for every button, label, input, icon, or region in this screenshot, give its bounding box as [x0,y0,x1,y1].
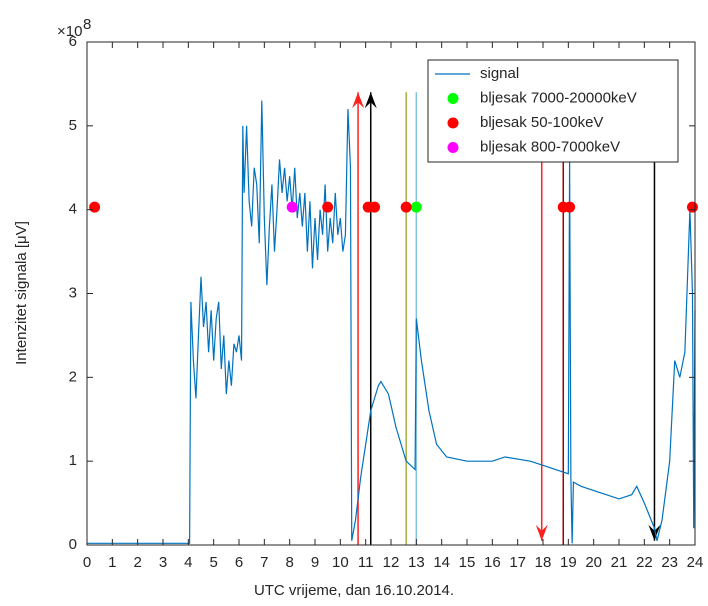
y-exponent: 8 [83,16,91,33]
flash-marker [286,201,298,213]
x-tick-label: 14 [433,554,450,571]
x-tick-label: 19 [560,554,577,571]
arrow-head [535,524,548,541]
x-tick-label: 23 [661,554,678,571]
x-tick-label: 10 [332,554,349,571]
flash-marker [410,201,422,213]
x-tick-label: 2 [133,554,141,571]
y-tick-label: 0 [69,536,77,553]
x-tick-label: 4 [184,554,192,571]
arrow-head [364,92,377,109]
x-tick-label: 18 [535,554,552,571]
flash-marker [400,201,412,213]
y-tick-label: 6 [69,33,77,50]
x-tick-label: 17 [509,554,526,571]
x-tick-label: 21 [611,554,628,571]
flash-marker [686,201,698,213]
x-tick-label: 12 [383,554,400,571]
legend-marker [447,93,459,104]
x-tick-label: 24 [687,554,704,571]
signal-line [87,100,696,544]
arrow-head [648,524,661,541]
flash-marker [369,201,381,213]
flash-marker [89,201,101,213]
legend: signal bljesak 7000-20000keV bljesak 50-10… [427,59,679,163]
legend-label: bljesak 7000-20000keV [480,89,637,106]
flash-marker [322,201,334,213]
legend-label: bljesak 50-100keV [480,114,603,131]
y-tick-label: 5 [69,117,77,134]
legend-label: signal [480,65,519,82]
y-tick-label: 4 [69,201,77,218]
y-tick-label: 1 [69,452,77,469]
legend-label: bljesak 800-7000keV [480,138,620,155]
x-axis-label: UTC vrijeme, dan 16.10.2014. [254,582,454,599]
legend-marker [447,117,459,129]
x-tick-label: 20 [585,554,602,571]
x-tick-label: 9 [311,554,319,571]
x-tick-label: 3 [159,554,167,571]
x-tick-label: 8 [285,554,293,571]
x-tick-label: 11 [358,554,374,571]
y-axis-label: Intenzitet signala [μV] [13,221,30,365]
y-tick-label: 2 [69,368,77,385]
x-tick-label: 13 [408,554,425,571]
x-tick-label: 16 [484,554,501,571]
x-tick-label: 5 [209,554,217,571]
flash-marker [564,201,576,213]
x-tick-label: 22 [636,554,653,571]
y-tick-label: 3 [69,284,77,301]
legend-marker [447,142,459,153]
y-exponent-base: ×10 [57,23,82,40]
arrow-head [352,92,365,109]
x-tick-label: 7 [260,554,268,571]
x-tick-label: 0 [83,554,91,571]
x-tick-label: 1 [108,554,116,571]
x-tick-label: 15 [459,554,476,571]
legend-box [427,59,679,163]
x-tick-label: 6 [235,554,243,571]
